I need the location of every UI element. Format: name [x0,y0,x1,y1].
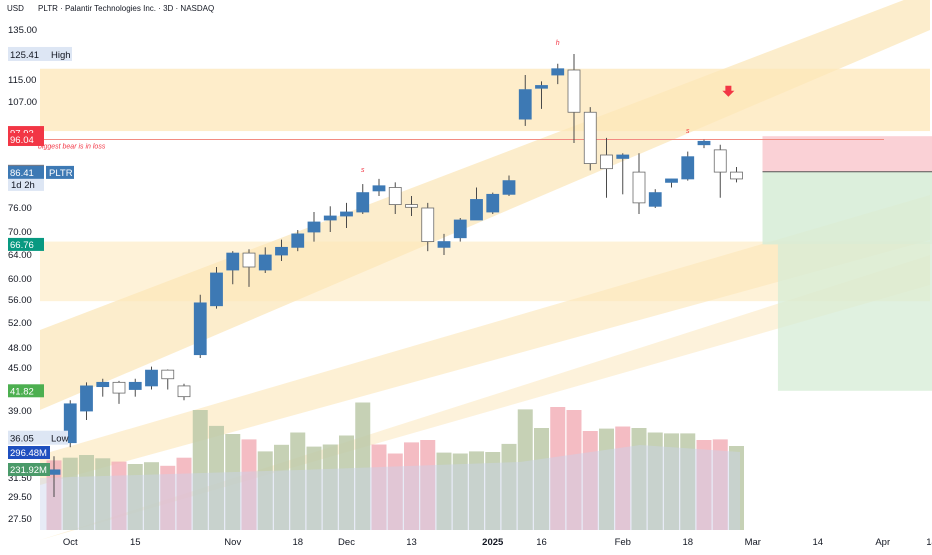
symbol-badge-text: PLTR [49,168,73,179]
price-badge-text: 96.04 [10,135,34,146]
y-tick-label: 135.00 [8,25,37,36]
resistance-annotation: biggest bear is in loss [38,143,106,150]
y-tick-label: 39.00 [8,406,32,417]
candle[interactable] [194,303,206,355]
candle[interactable] [422,208,434,242]
candle[interactable] [341,212,353,216]
candle[interactable] [211,273,223,306]
y-tick-label: 56.00 [8,295,32,306]
candle[interactable] [438,242,450,248]
candle[interactable] [633,172,645,203]
x-tick-label: Mar [745,537,761,548]
candle[interactable] [97,382,109,386]
candle[interactable] [357,193,369,212]
candle-marker: h [556,40,560,47]
candle[interactable] [454,220,466,238]
candle[interactable] [601,155,613,169]
volume-badge-1-text: 296.48M [10,448,47,459]
candle[interactable] [227,253,239,270]
candle[interactable] [471,199,483,220]
candle[interactable] [292,234,304,247]
x-tick-label: 2025 [482,537,504,548]
candle[interactable] [698,141,710,144]
high-label: High [51,50,71,61]
candle[interactable] [617,155,629,158]
price-badge-text: 66.76 [10,240,34,251]
candle[interactable] [389,187,401,204]
x-tick-label: 14 [926,537,932,548]
candle[interactable] [731,172,743,179]
candle[interactable] [503,181,515,195]
symbol-title: PLTR · Palantir Technologies Inc. · 3D ·… [38,4,214,13]
candle[interactable] [552,69,564,75]
candle[interactable] [649,193,661,207]
candle[interactable] [666,179,678,182]
y-tick-label: 115.00 [8,75,36,86]
y-tick-label: 76.00 [8,203,32,214]
candle[interactable] [178,386,190,397]
volume-badge-2-text: 231.92M [10,465,47,476]
candle[interactable] [536,86,548,89]
candle[interactable] [259,255,271,270]
y-tick-label: 48.00 [8,343,32,354]
last-price-value: 86.41 [10,168,34,179]
price-badge-text: 41.82 [10,386,34,397]
candle[interactable] [308,222,320,232]
candle[interactable] [406,205,418,208]
candle-marker: s [686,128,690,135]
y-tick-label: 52.00 [8,318,32,329]
take-profit-zone-1 [763,172,932,245]
take-profit-zone-2 [778,244,932,390]
candle[interactable] [324,216,336,220]
y-tick-label: 107.00 [8,97,37,108]
candle[interactable] [584,112,596,163]
candle[interactable] [714,150,726,172]
candle[interactable] [146,370,158,386]
high-value: 125.41 [10,50,39,61]
countdown-text: 1d 2h [11,180,35,191]
stop-loss-zone [763,136,932,172]
y-tick-label: 70.00 [8,227,32,238]
x-tick-label: 13 [406,537,417,548]
x-tick-label: Feb [615,537,631,548]
candle-marker: s [361,167,365,174]
resistance-zone [40,69,930,131]
x-tick-label: 18 [682,537,693,548]
candle[interactable] [276,247,288,255]
y-tick-label: 60.00 [8,274,32,285]
x-tick-label: Apr [875,537,890,548]
y-tick-label: 29.50 [8,492,32,503]
candle[interactable] [243,253,255,267]
candle[interactable] [113,382,125,393]
low-label: Low [51,434,69,445]
y-tick-label: 64.00 [8,250,32,261]
candle[interactable] [519,90,531,119]
x-tick-label: Oct [63,537,78,548]
x-tick-label: 14 [812,537,823,548]
x-tick-label: Dec [338,537,355,548]
x-tick-label: 15 [130,537,141,548]
x-tick-label: 18 [292,537,303,548]
candle[interactable] [162,370,174,379]
x-tick-label: Nov [224,537,241,548]
currency-label: USD [7,4,24,13]
candle[interactable] [81,386,93,411]
candle[interactable] [568,70,580,112]
low-value: 36.05 [10,434,34,445]
y-tick-label: 45.00 [8,363,32,374]
candle[interactable] [682,157,694,179]
candle[interactable] [373,186,385,191]
y-tick-label: 27.50 [8,514,32,525]
candle[interactable] [129,382,141,389]
candle[interactable] [487,194,499,212]
x-tick-label: 16 [536,537,547,548]
